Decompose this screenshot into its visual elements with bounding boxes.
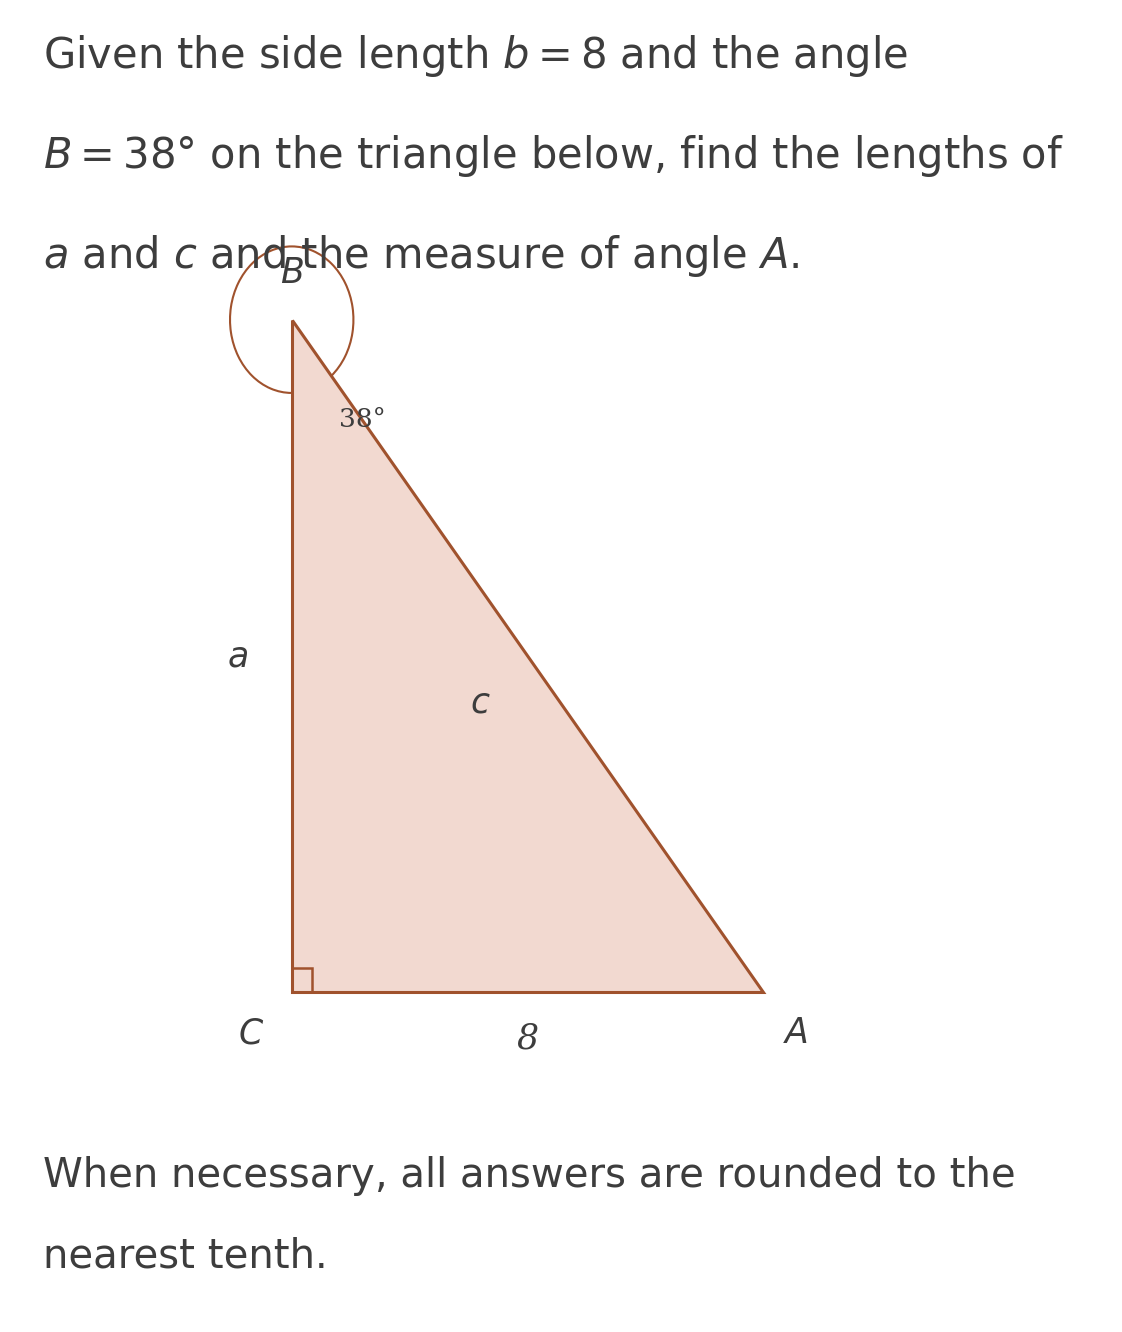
Text: When necessary, all answers are rounded to the: When necessary, all answers are rounded … bbox=[43, 1156, 1015, 1196]
Text: $A$: $A$ bbox=[783, 1016, 808, 1051]
Text: Given the side length $b = 8$ and the angle: Given the side length $b = 8$ and the an… bbox=[43, 33, 908, 80]
Text: $C$: $C$ bbox=[238, 1016, 264, 1051]
Text: 38°: 38° bbox=[339, 408, 386, 432]
Text: $a$: $a$ bbox=[228, 639, 248, 673]
Text: $B$: $B$ bbox=[279, 256, 304, 290]
Text: 8: 8 bbox=[516, 1022, 539, 1056]
Text: $c$: $c$ bbox=[470, 686, 490, 719]
Text: nearest tenth.: nearest tenth. bbox=[43, 1236, 328, 1276]
Text: $a$ and $c$ and the measure of angle $A$.: $a$ and $c$ and the measure of angle $A$… bbox=[43, 233, 799, 280]
Polygon shape bbox=[292, 320, 763, 992]
Text: $B = 38°$ on the triangle below, find the lengths of: $B = 38°$ on the triangle below, find th… bbox=[43, 133, 1064, 180]
